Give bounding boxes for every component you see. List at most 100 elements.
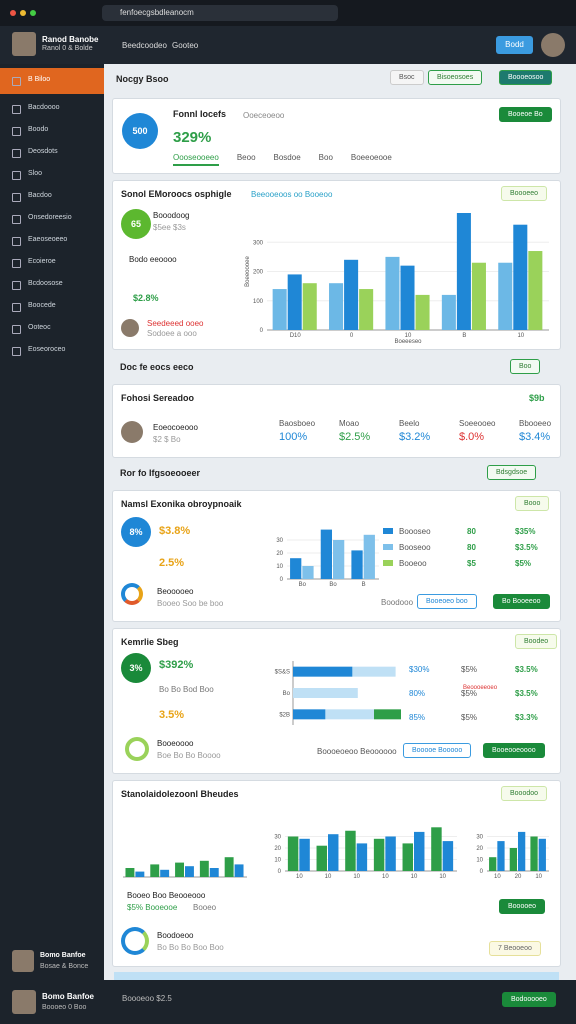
- card-button[interactable]: Booooeo: [499, 899, 546, 914]
- bar: [363, 534, 375, 579]
- card: Namsl Exonika obroypnoaik Booo 8% $3.8% …: [112, 490, 561, 622]
- bar: [320, 529, 332, 579]
- card-button[interactable]: Bo Booeeoo: [493, 594, 550, 609]
- card-button[interactable]: Booeoeo boo: [417, 594, 477, 609]
- col-value: $3.5%: [515, 543, 538, 552]
- toolbar-button[interactable]: Bisoeosoes: [428, 70, 483, 85]
- kpi: $2.8%: [133, 293, 159, 303]
- footer-button[interactable]: Bodooooeo: [502, 992, 556, 1007]
- bar: [414, 831, 425, 871]
- y-tick-label: 0: [280, 577, 284, 583]
- tab[interactable]: Boo: [318, 153, 333, 162]
- card-subtitle: Ooeceoeoo: [243, 111, 285, 120]
- icon: [12, 77, 21, 86]
- bar: [498, 262, 513, 330]
- tab[interactable]: Boeeoeooe: [350, 153, 392, 162]
- y-tick-label: 30: [276, 538, 283, 544]
- bar: [287, 274, 302, 330]
- bar: [293, 688, 358, 698]
- card-button[interactable]: Booeooeoooo: [483, 743, 545, 758]
- bar: [325, 709, 374, 720]
- bar: [302, 566, 314, 579]
- bar: [359, 289, 374, 330]
- nav-item[interactable]: Beedcoodeo: [122, 41, 167, 50]
- y-tick-label: 200: [253, 270, 264, 276]
- bar: [374, 709, 401, 720]
- sidebar: B Biloo Bacdoooo Boodo Deosdots Sloo Bacdoo On…: [0, 64, 104, 980]
- sidebar-item[interactable]: Boocede: [28, 302, 56, 309]
- card-title: Kemrlie Sbeg: [121, 637, 179, 647]
- col-value: $5%: [461, 665, 478, 674]
- y-tick-label: 10: [276, 564, 283, 570]
- sidebar-item[interactable]: Deosdots: [28, 148, 58, 155]
- x-tick-label: 10: [353, 874, 360, 880]
- bar: [293, 666, 353, 677]
- tab[interactable]: Beoo: [236, 153, 256, 162]
- bar: [199, 860, 209, 877]
- card-button[interactable]: Booeoe Bo: [499, 107, 552, 122]
- bar: [290, 558, 302, 579]
- card-link[interactable]: Boooeoeoo Beoooooo: [317, 747, 397, 756]
- ring-sub: Booeo Soo be boo: [157, 599, 224, 608]
- col-value: 80: [467, 543, 476, 552]
- dot: [10, 10, 16, 16]
- card-link[interactable]: Boodooo: [381, 598, 414, 607]
- y-tick-label: 0: [480, 869, 484, 875]
- x-tick-label: 10: [535, 874, 542, 880]
- y-tick-label: $2B: [279, 712, 290, 718]
- ring: [121, 927, 149, 955]
- sidebar-item[interactable]: B Biloo: [28, 76, 51, 83]
- chart: [123, 857, 247, 878]
- tab[interactable]: Oooseooeeo: [173, 153, 219, 166]
- sidebar-item[interactable]: Onsedoreesio: [28, 214, 72, 221]
- card-button[interactable]: Booooe Booooo: [403, 743, 472, 758]
- bar: [135, 871, 145, 877]
- y-tick-label: 30: [476, 835, 483, 841]
- col-value: $5%: [461, 713, 478, 722]
- nav-item[interactable]: Gooteo: [172, 41, 199, 50]
- chart: 0 10 20 30 10 20 10: [476, 831, 549, 880]
- col-value: $30%: [409, 665, 430, 674]
- section-button[interactable]: Bdsgdsoe: [487, 465, 537, 480]
- bar: [299, 838, 310, 871]
- url-bar[interactable]: fenfoecgsbdleanocm: [102, 5, 338, 21]
- sidebar-item[interactable]: Ooteoc: [28, 324, 51, 331]
- sidebar-item[interactable]: Eoseoroceo: [28, 346, 66, 353]
- tag: Boodeo: [515, 634, 558, 649]
- sidebar-item[interactable]: Boodo: [28, 126, 49, 133]
- sidebar-item[interactable]: Eaeoseoeeo: [28, 236, 68, 243]
- card: 500 Fonnl Iocefs Ooeceoeoo 329% Booeoe B…: [112, 98, 561, 174]
- ring-label: Boodoeoo: [157, 931, 194, 940]
- col-value: 80%: [409, 689, 426, 698]
- tab[interactable]: Bosdoe: [273, 153, 301, 162]
- footer-role: Boooeo 0 Boo: [42, 1004, 87, 1011]
- kpi-sub: Bo Bo Bod Boo: [159, 685, 214, 694]
- sidebar-item[interactable]: Bacdoo: [28, 192, 52, 199]
- y-tick-label: 0: [278, 869, 282, 875]
- sidebar-item[interactable]: Bcdoosose: [28, 280, 63, 287]
- corner: $9b: [529, 393, 545, 403]
- dropdown[interactable]: Boo: [510, 359, 541, 374]
- bar: [400, 265, 415, 330]
- card-title: Sonol EMoroocs osphigle: [121, 189, 232, 199]
- ring-label: Booeoooo: [157, 739, 194, 748]
- header-button[interactable]: Bodd: [496, 36, 533, 54]
- badge: 8%: [121, 517, 151, 547]
- person-sub: $2 $ Bo: [153, 435, 181, 444]
- note: Beoooeeoeo: [463, 685, 498, 691]
- sidebar-item[interactable]: Ecoieroe: [28, 258, 56, 265]
- toolbar-button[interactable]: Bsoc: [390, 70, 424, 85]
- sidebar-item[interactable]: Bacdoooo: [28, 104, 60, 111]
- browser-bar: fenfoecgsbdleanocm: [0, 0, 576, 26]
- badge: 65: [121, 209, 151, 239]
- icon: [12, 149, 21, 158]
- sidebar-item[interactable]: Sloo: [28, 170, 43, 177]
- bar: [356, 843, 368, 871]
- kpi: $3.8%: [159, 525, 191, 537]
- x-axis-label: Boeeeseo: [394, 339, 422, 344]
- x-tick-label: 10: [382, 874, 389, 880]
- avatar: [541, 33, 565, 57]
- toolbar-button[interactable]: Boooeosoo: [499, 70, 553, 85]
- y-tick-label: 20: [274, 846, 281, 852]
